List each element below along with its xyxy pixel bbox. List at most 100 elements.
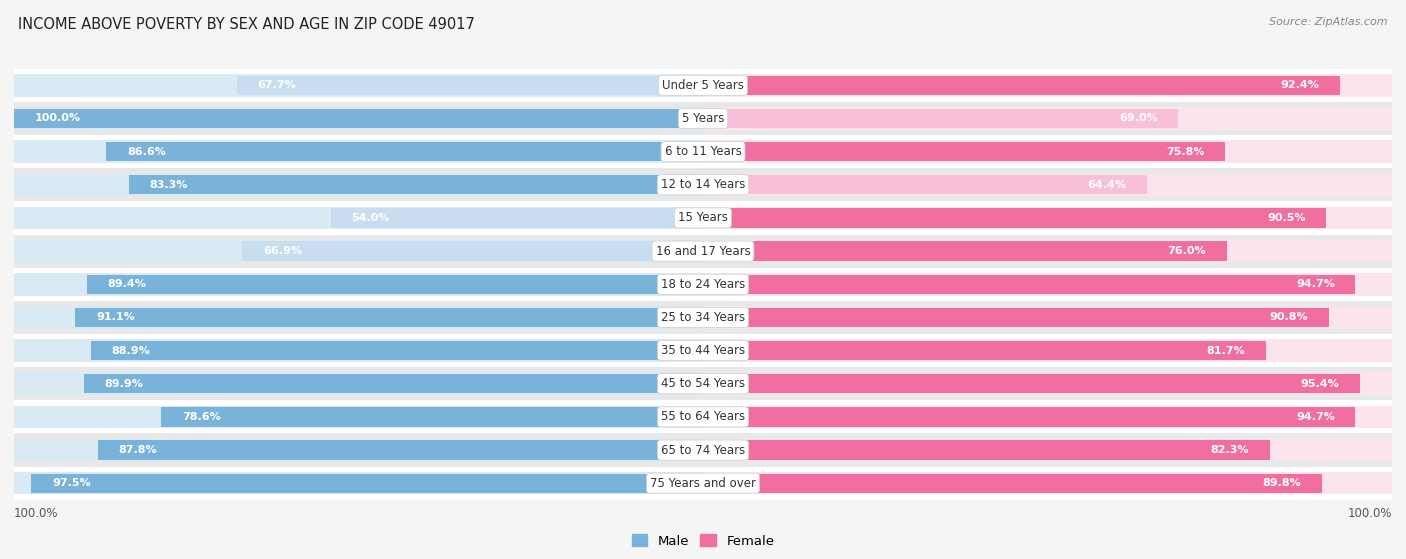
Bar bbox=[14, 439, 703, 461]
Text: 87.8%: 87.8% bbox=[118, 445, 157, 455]
Bar bbox=[14, 107, 703, 130]
Bar bbox=[703, 241, 1226, 260]
Bar bbox=[703, 408, 1355, 427]
Bar bbox=[14, 433, 1392, 467]
Text: 45 to 54 Years: 45 to 54 Years bbox=[661, 377, 745, 390]
Text: 89.8%: 89.8% bbox=[1263, 478, 1301, 488]
Text: 76.0%: 76.0% bbox=[1167, 246, 1206, 256]
Text: 94.7%: 94.7% bbox=[1296, 412, 1334, 422]
Bar bbox=[242, 241, 703, 260]
Bar bbox=[703, 273, 1392, 296]
Text: 16 and 17 Years: 16 and 17 Years bbox=[655, 245, 751, 258]
Bar bbox=[87, 274, 703, 294]
Bar bbox=[14, 109, 703, 128]
Bar bbox=[14, 140, 703, 163]
Bar bbox=[703, 308, 1329, 327]
Text: 66.9%: 66.9% bbox=[263, 246, 302, 256]
Bar bbox=[129, 175, 703, 195]
Bar bbox=[14, 207, 703, 229]
Bar bbox=[14, 367, 1392, 400]
Bar bbox=[98, 440, 703, 459]
Bar bbox=[703, 341, 1265, 360]
Text: 82.3%: 82.3% bbox=[1211, 445, 1250, 455]
Text: Source: ZipAtlas.com: Source: ZipAtlas.com bbox=[1270, 17, 1388, 27]
Text: 91.1%: 91.1% bbox=[96, 312, 135, 323]
Bar bbox=[703, 240, 1392, 262]
Bar bbox=[162, 408, 703, 427]
Text: 69.0%: 69.0% bbox=[1119, 113, 1157, 124]
Text: 90.5%: 90.5% bbox=[1267, 213, 1306, 223]
Text: 86.6%: 86.6% bbox=[127, 146, 166, 157]
Bar bbox=[703, 339, 1392, 362]
Bar bbox=[14, 372, 703, 395]
Bar bbox=[90, 341, 703, 360]
Bar bbox=[703, 473, 1322, 493]
Bar bbox=[703, 472, 1392, 495]
Bar bbox=[107, 142, 703, 161]
Text: 75.8%: 75.8% bbox=[1166, 146, 1205, 157]
Bar bbox=[14, 135, 1392, 168]
Bar bbox=[14, 273, 703, 296]
Text: 67.7%: 67.7% bbox=[257, 80, 297, 91]
Bar bbox=[14, 406, 703, 428]
Text: 55 to 64 Years: 55 to 64 Years bbox=[661, 410, 745, 423]
Bar bbox=[14, 102, 1392, 135]
Bar bbox=[14, 334, 1392, 367]
Bar bbox=[703, 306, 1392, 329]
Text: 95.4%: 95.4% bbox=[1301, 379, 1340, 389]
Bar bbox=[14, 467, 1392, 500]
Bar bbox=[76, 308, 703, 327]
Bar bbox=[14, 268, 1392, 301]
Bar bbox=[703, 374, 1360, 394]
Text: 88.9%: 88.9% bbox=[111, 345, 150, 356]
Text: 89.4%: 89.4% bbox=[108, 280, 146, 289]
Bar bbox=[703, 142, 1225, 161]
Bar bbox=[703, 209, 1326, 228]
Text: 81.7%: 81.7% bbox=[1206, 345, 1246, 356]
Bar bbox=[703, 74, 1392, 97]
Bar bbox=[703, 274, 1355, 294]
Bar bbox=[14, 69, 1392, 102]
Bar bbox=[703, 372, 1392, 395]
Bar bbox=[236, 75, 703, 95]
Text: 100.0%: 100.0% bbox=[14, 507, 59, 520]
Bar bbox=[703, 75, 1340, 95]
Text: 78.6%: 78.6% bbox=[183, 412, 221, 422]
Bar bbox=[14, 74, 703, 97]
Bar bbox=[14, 339, 703, 362]
Text: 15 Years: 15 Years bbox=[678, 211, 728, 225]
Bar bbox=[330, 209, 703, 228]
Bar bbox=[703, 175, 1147, 195]
Text: 65 to 74 Years: 65 to 74 Years bbox=[661, 443, 745, 457]
Text: 25 to 34 Years: 25 to 34 Years bbox=[661, 311, 745, 324]
Bar bbox=[14, 168, 1392, 201]
Text: 35 to 44 Years: 35 to 44 Years bbox=[661, 344, 745, 357]
Text: INCOME ABOVE POVERTY BY SEX AND AGE IN ZIP CODE 49017: INCOME ABOVE POVERTY BY SEX AND AGE IN Z… bbox=[18, 17, 475, 32]
Text: 89.9%: 89.9% bbox=[104, 379, 143, 389]
Legend: Male, Female: Male, Female bbox=[626, 529, 780, 553]
Text: Under 5 Years: Under 5 Years bbox=[662, 79, 744, 92]
Bar bbox=[703, 440, 1270, 459]
Bar bbox=[703, 439, 1392, 461]
Text: 97.5%: 97.5% bbox=[52, 478, 90, 488]
Bar bbox=[31, 473, 703, 493]
Bar bbox=[703, 406, 1392, 428]
Bar bbox=[14, 400, 1392, 433]
Text: 54.0%: 54.0% bbox=[352, 213, 389, 223]
Bar bbox=[703, 140, 1392, 163]
Bar bbox=[703, 173, 1392, 196]
Text: 64.4%: 64.4% bbox=[1087, 180, 1126, 190]
Bar bbox=[83, 374, 703, 394]
Text: 100.0%: 100.0% bbox=[35, 113, 80, 124]
Text: 18 to 24 Years: 18 to 24 Years bbox=[661, 278, 745, 291]
Bar bbox=[14, 240, 703, 262]
Bar bbox=[14, 301, 1392, 334]
Bar bbox=[14, 306, 703, 329]
Text: 94.7%: 94.7% bbox=[1296, 280, 1334, 289]
Bar bbox=[703, 109, 1178, 128]
Text: 5 Years: 5 Years bbox=[682, 112, 724, 125]
Text: 75 Years and over: 75 Years and over bbox=[650, 477, 756, 490]
Text: 6 to 11 Years: 6 to 11 Years bbox=[665, 145, 741, 158]
Bar bbox=[14, 173, 703, 196]
Text: 12 to 14 Years: 12 to 14 Years bbox=[661, 178, 745, 191]
